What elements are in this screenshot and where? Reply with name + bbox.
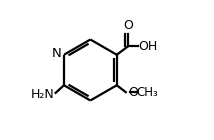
Text: N: N (52, 47, 61, 60)
Text: O: O (123, 19, 133, 32)
Text: CH₃: CH₃ (136, 86, 158, 99)
Text: O: O (128, 86, 138, 99)
Text: H₂N: H₂N (31, 88, 55, 102)
Text: OH: OH (139, 40, 158, 53)
